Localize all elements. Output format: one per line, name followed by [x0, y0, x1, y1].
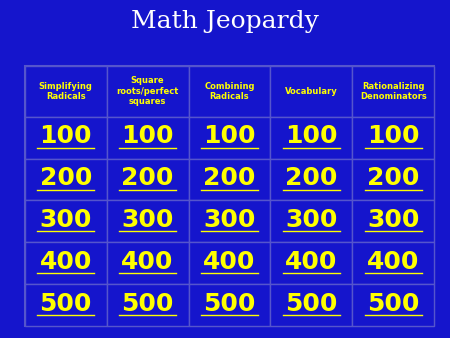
Text: 300: 300: [40, 208, 92, 232]
Text: 400: 400: [40, 250, 92, 274]
Bar: [107, 200, 189, 242]
Text: 500: 500: [285, 292, 338, 316]
Bar: [270, 66, 352, 117]
Bar: [189, 242, 270, 284]
Text: 200: 200: [285, 166, 338, 190]
Text: 200: 200: [367, 166, 419, 190]
Bar: [107, 66, 189, 117]
Bar: [25, 200, 107, 242]
Bar: [189, 284, 270, 326]
Bar: [352, 242, 434, 284]
Text: 100: 100: [122, 124, 174, 148]
Bar: [189, 200, 270, 242]
Text: 400: 400: [122, 250, 174, 274]
Bar: [107, 284, 189, 326]
Bar: [352, 284, 434, 326]
Text: Combining
Radicals: Combining Radicals: [204, 81, 255, 101]
Text: 200: 200: [122, 166, 174, 190]
Bar: [189, 117, 270, 159]
Text: Simplifying
Radicals: Simplifying Radicals: [39, 81, 93, 101]
Text: 200: 200: [203, 166, 256, 190]
Bar: [270, 284, 352, 326]
Text: 300: 300: [367, 208, 419, 232]
Bar: [270, 200, 352, 242]
Text: Rationalizing
Denominators: Rationalizing Denominators: [360, 81, 427, 101]
Text: 100: 100: [203, 124, 256, 148]
Bar: [25, 117, 107, 159]
Bar: [25, 159, 107, 200]
Bar: [189, 159, 270, 200]
Text: 100: 100: [285, 124, 338, 148]
Text: 100: 100: [40, 124, 92, 148]
Bar: [352, 117, 434, 159]
Text: 500: 500: [40, 292, 92, 316]
Text: Vocabulary: Vocabulary: [285, 87, 338, 96]
Bar: [25, 242, 107, 284]
Text: 500: 500: [203, 292, 256, 316]
Bar: [189, 66, 270, 117]
Text: 500: 500: [122, 292, 174, 316]
Bar: [107, 159, 189, 200]
Text: 300: 300: [285, 208, 338, 232]
Bar: [107, 117, 189, 159]
Bar: [25, 284, 107, 326]
Text: 300: 300: [203, 208, 256, 232]
Bar: [107, 242, 189, 284]
Text: 500: 500: [367, 292, 419, 316]
Bar: [352, 159, 434, 200]
Bar: [270, 159, 352, 200]
Text: Math Jeopardy: Math Jeopardy: [131, 10, 319, 33]
Text: 300: 300: [122, 208, 174, 232]
Bar: [270, 242, 352, 284]
Text: 200: 200: [40, 166, 92, 190]
Text: 400: 400: [203, 250, 256, 274]
Bar: [25, 66, 107, 117]
Bar: [352, 66, 434, 117]
Text: 400: 400: [285, 250, 338, 274]
Bar: [270, 117, 352, 159]
Text: Square
roots/perfect
squares: Square roots/perfect squares: [117, 76, 179, 106]
Text: 400: 400: [367, 250, 419, 274]
Bar: [352, 200, 434, 242]
Bar: [25, 66, 434, 326]
Text: 100: 100: [367, 124, 419, 148]
